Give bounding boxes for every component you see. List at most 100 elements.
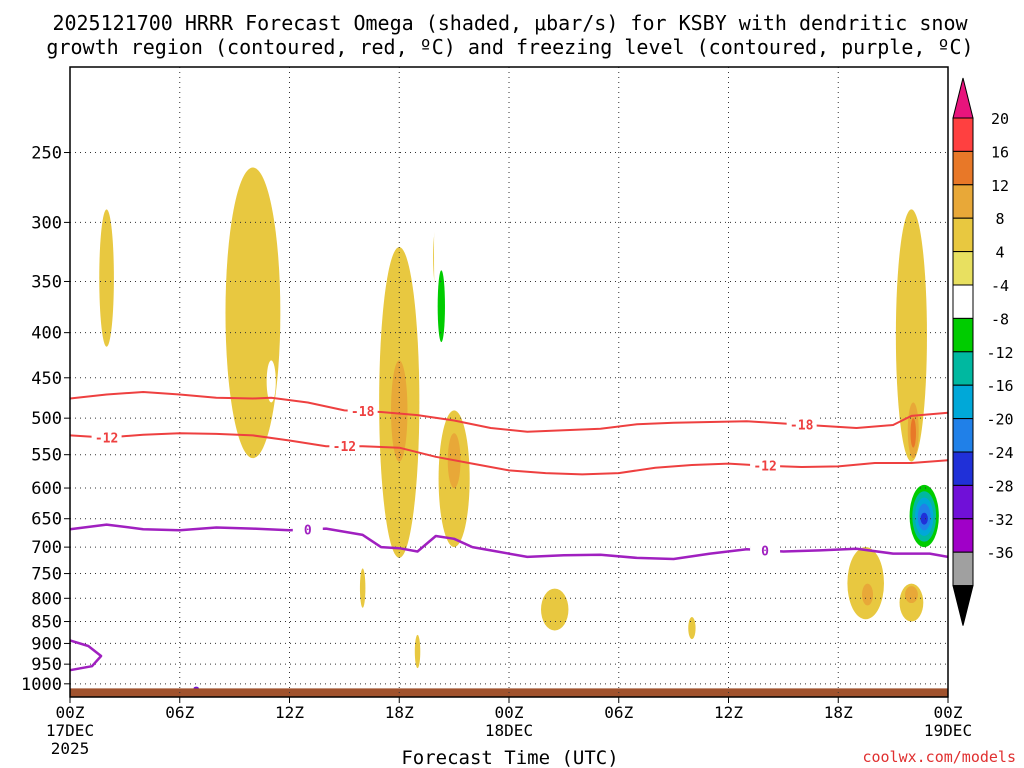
colorbar: 20 16 12 8 4 -4 -8 -12 -16 -20 -24 -28 -32 -36 [952, 77, 1014, 626]
x-tick-label-48: 00Z [934, 703, 963, 722]
x-tick-label-30: 06Z [604, 703, 633, 722]
colorbar-label-4: 4 [995, 244, 1004, 262]
colorbar-top-arrow [952, 77, 974, 119]
credit-text: coolwx.com/models [862, 748, 1016, 766]
colorbar-box-2 [952, 184, 974, 219]
contour-label--12-2: -12 [753, 460, 776, 475]
chart-title-line1: 2025121700 HRRR Forecast Omega (shaded, … [52, 11, 968, 35]
y-tick-label-250: 250 [31, 144, 62, 164]
y-tick-label-900: 900 [31, 634, 62, 654]
omega-region-13 [862, 583, 874, 606]
contour-line-0 [69, 523, 949, 561]
colorbar-box-10 [952, 451, 974, 486]
contour-label--12-0: -12 [95, 432, 118, 447]
omega-region-1 [99, 209, 114, 347]
colorbar-bottom-arrow [952, 585, 974, 626]
omega-region-8 [414, 634, 421, 669]
grid-lines [70, 67, 948, 697]
colorbar-label-6: -8 [991, 310, 1009, 328]
colorbar-label-8: -16 [986, 377, 1013, 395]
chart-title-line2: growth region (contoured, red, ºC) and f… [46, 35, 973, 59]
omega-region-16 [895, 209, 927, 462]
colorbar-box-5 [952, 284, 974, 319]
colorbar-label-10: -24 [986, 444, 1013, 462]
y-tick-label-450: 450 [31, 369, 62, 389]
y-tick-label-650: 650 [31, 510, 62, 530]
x-tick-date-24: 18DEC [485, 721, 533, 740]
colorbar-label-2: 12 [991, 177, 1009, 195]
x-tick-label-18: 18Z [385, 703, 414, 722]
colorbar-box-7 [952, 351, 974, 386]
contour-label-bg--12-2 [750, 457, 781, 474]
contour-line--12 [69, 432, 949, 476]
omega-region-3 [391, 360, 408, 462]
contour-label-0-0: 0 [304, 523, 312, 538]
contour-label-bg--12-1 [329, 438, 360, 455]
x-tick-date-0: 17DEC [46, 721, 94, 740]
colorbar-label-11: -28 [986, 477, 1013, 495]
omega-region-24 [84, 512, 92, 558]
contour-label--18-1: -18 [790, 419, 814, 434]
omega-region-33 [928, 377, 946, 415]
y-tick-label-850: 850 [31, 613, 62, 633]
y-axis-ticks: 2503003504004505005506006507007508008509… [21, 144, 70, 695]
omega-region-21 [434, 144, 449, 361]
y-tick-label-500: 500 [31, 409, 62, 429]
x-axis-label: Forecast Time (UTC) [401, 747, 618, 768]
y-tick-label-400: 400 [31, 324, 62, 344]
colorbar-box-11 [952, 484, 974, 520]
omega-region-20 [355, 222, 370, 434]
x-tick-year-0: 2025 [51, 739, 90, 758]
x-tick-label-42: 18Z [824, 703, 853, 722]
temperature-contours: -18 -18 -12 -12 -12 0 0 [69, 391, 949, 672]
contour-label--18-0: -18 [351, 405, 375, 420]
x-tick-label-12: 12Z [275, 703, 304, 722]
colorbar-box-1 [952, 150, 974, 186]
contour-label--12-1: -12 [333, 440, 356, 455]
x-tick-date-48: 19DEC [924, 721, 972, 740]
y-tick-label-800: 800 [31, 589, 62, 609]
contour-label-bg--12-0 [91, 429, 122, 446]
colorbar-box-9 [952, 418, 974, 453]
colorbar-label-5: -4 [991, 277, 1009, 295]
x-tick-label-24: 00Z [495, 703, 524, 722]
colorbar-box-8 [952, 384, 974, 420]
colorbar-box-12 [952, 518, 974, 553]
contour-label-bg-0-1 [750, 542, 781, 559]
colorbar-label-13: -36 [986, 544, 1013, 562]
omega-region-12 [847, 547, 884, 620]
omega-region-30 [781, 541, 804, 574]
contour-label-bg--18-0 [347, 403, 378, 420]
colorbar-label-3: 8 [995, 210, 1004, 228]
omega-region-0 [225, 167, 281, 459]
colorbar-box-4 [952, 251, 974, 286]
colorbar-label-1: 16 [991, 143, 1009, 161]
x-tick-label-36: 12Z [714, 703, 743, 722]
omega-region-26 [508, 651, 532, 679]
y-tick-label-300: 300 [31, 213, 62, 233]
omega-region-15 [905, 586, 918, 604]
omega-shading [84, 144, 950, 691]
colorbar-box-3 [952, 217, 974, 253]
omega-region-32 [838, 643, 875, 677]
omega-region-18 [910, 418, 916, 448]
colorbar-box-13 [952, 551, 974, 587]
x-tick-label-0: 00Z [56, 703, 85, 722]
y-tick-label-350: 350 [31, 272, 62, 292]
colorbar-label-7: -12 [986, 344, 1013, 362]
y-tick-label-550: 550 [31, 446, 62, 466]
y-tick-label-600: 600 [31, 479, 62, 499]
colorbar-box-6 [952, 317, 974, 353]
omega-region-22 [437, 270, 445, 343]
colorbar-label-9: -20 [986, 411, 1013, 429]
colorbar-box-0 [952, 117, 974, 152]
x-tick-label-6: 06Z [165, 703, 194, 722]
contour-label-0-1: 0 [761, 544, 769, 559]
colorbar-label-12: -32 [986, 511, 1013, 529]
contour-label-bg-0-0 [292, 521, 323, 538]
omega-region-31 [764, 634, 770, 659]
omega-region-25 [446, 568, 488, 669]
colorbar-label-0: 20 [991, 110, 1009, 128]
